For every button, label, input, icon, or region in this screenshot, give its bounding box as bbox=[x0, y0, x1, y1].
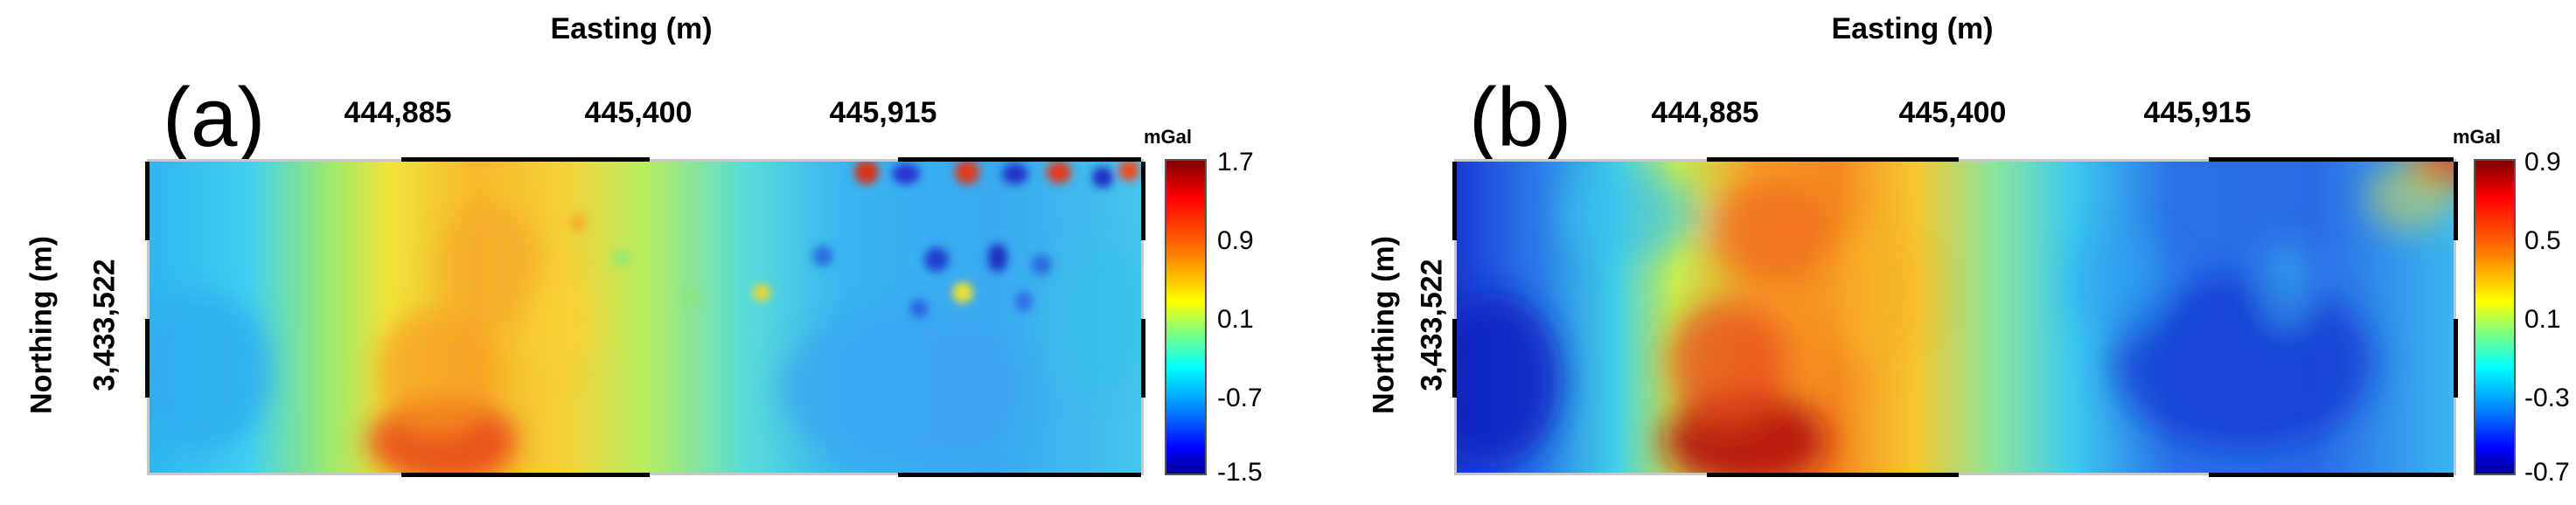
panel-label: (a) bbox=[163, 71, 266, 164]
colorbar-tick: 0.1 bbox=[2524, 305, 2561, 334]
frame-tick bbox=[1707, 473, 1959, 477]
y-axis-label: Northing (m) bbox=[24, 236, 59, 414]
colorbar-tick: -0.3 bbox=[2524, 384, 2570, 412]
colorbar bbox=[2474, 159, 2516, 475]
frame-tick bbox=[1452, 162, 1457, 240]
x-axis-label: Easting (m) bbox=[1831, 12, 1994, 45]
x-tick-label: 444,885 bbox=[344, 96, 452, 129]
x-tick-label: 445,400 bbox=[1898, 96, 2007, 129]
x-tick-label: 445,915 bbox=[2143, 96, 2252, 129]
colorbar bbox=[1165, 159, 1207, 475]
frame-tick bbox=[2209, 157, 2454, 162]
frame-tick bbox=[2209, 473, 2454, 477]
frame-tick bbox=[1141, 319, 1145, 398]
colorbar-tick: 0.1 bbox=[1217, 305, 1254, 334]
frame-tick bbox=[898, 157, 1141, 162]
colorbar-tick: 0.9 bbox=[2524, 148, 2561, 176]
frame-tick bbox=[2454, 319, 2458, 398]
frame-tick bbox=[1707, 157, 1959, 162]
heatmap-plot bbox=[1452, 157, 2458, 477]
heatmap-b-graphic bbox=[1457, 162, 2454, 473]
frame-tick bbox=[2454, 162, 2458, 240]
x-tick-label: 445,400 bbox=[584, 96, 693, 129]
colorbar-tick: 0.5 bbox=[2524, 226, 2561, 255]
frame-tick bbox=[1452, 319, 1457, 398]
panel-a: Easting (m) (a) 444,885 445,400 445,915 … bbox=[24, 12, 1263, 487]
frame-tick bbox=[401, 473, 650, 477]
x-tick-label: 444,885 bbox=[1651, 96, 1759, 129]
frame-tick bbox=[401, 157, 650, 162]
colorbar-tick: 1.7 bbox=[1217, 148, 1254, 176]
panel-label: (b) bbox=[1469, 71, 1572, 164]
colorbar-unit: mGal bbox=[1144, 126, 1193, 148]
y-tick-label: 3,433,522 bbox=[1415, 259, 1449, 391]
frame-tick bbox=[145, 162, 150, 240]
frame-tick bbox=[898, 473, 1141, 477]
colorbar-tick: -1.5 bbox=[1217, 458, 1263, 487]
x-axis-label: Easting (m) bbox=[550, 12, 713, 45]
heatmap-a-graphic bbox=[150, 162, 1141, 473]
y-tick-label: 3,433,522 bbox=[87, 259, 122, 391]
colorbar-tick: 0.9 bbox=[1217, 226, 1254, 255]
panel-b: Easting (m) (b) 444,885 445,400 445,915 … bbox=[1288, 0, 2576, 505]
frame-tick bbox=[145, 319, 150, 398]
colorbar-tick: -0.7 bbox=[1217, 384, 1263, 412]
colorbar-tick: -0.7 bbox=[2524, 458, 2570, 487]
colorbar-unit: mGal bbox=[2453, 126, 2502, 148]
heatmap-plot bbox=[145, 157, 1145, 477]
frame-tick bbox=[1141, 162, 1145, 240]
x-tick-label: 445,915 bbox=[829, 96, 937, 129]
y-axis-label: Northing (m) bbox=[1367, 236, 1401, 414]
